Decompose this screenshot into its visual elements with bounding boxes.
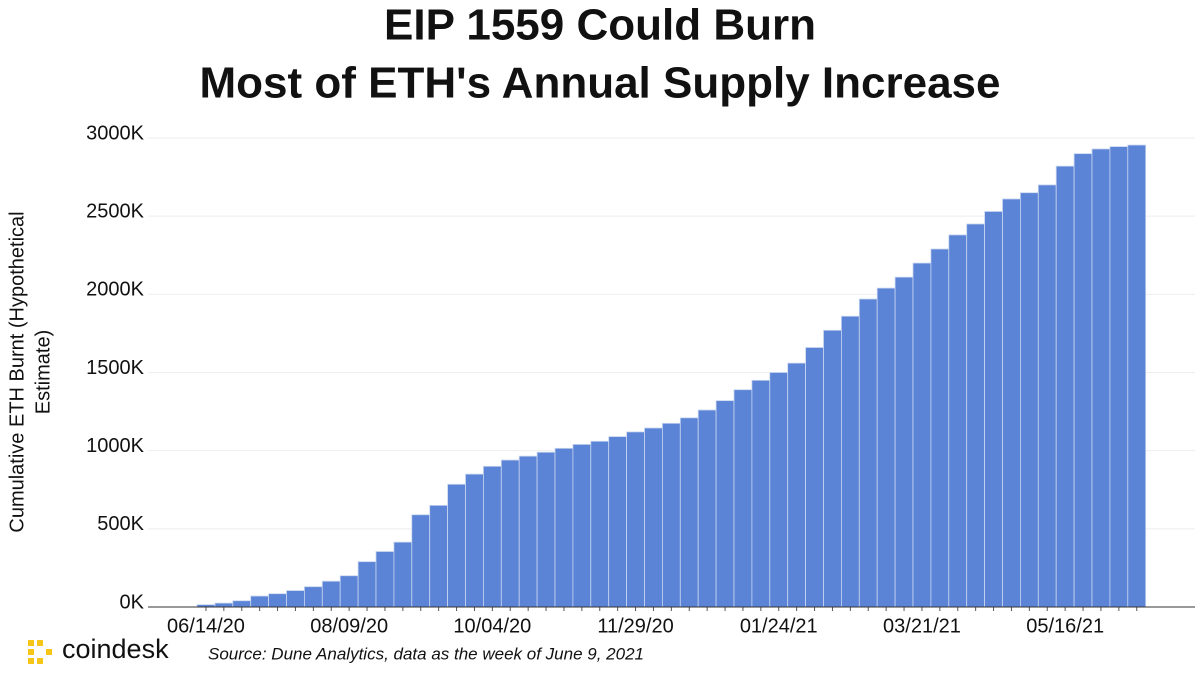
bar bbox=[1055, 165, 1075, 608]
logo-icon bbox=[28, 640, 52, 664]
bar bbox=[1037, 184, 1057, 608]
source-note: Source: Dune Analytics, data as the week… bbox=[208, 644, 644, 663]
bar bbox=[465, 473, 484, 608]
y-tick-label: 2500K bbox=[86, 200, 144, 222]
x-tick-label: 10/04/20 bbox=[453, 615, 531, 637]
bar bbox=[679, 417, 699, 608]
bar bbox=[930, 248, 950, 608]
y-tick-label: 0K bbox=[120, 591, 145, 613]
bar bbox=[357, 561, 377, 608]
bar bbox=[447, 483, 466, 608]
bar bbox=[303, 586, 323, 608]
bar bbox=[841, 315, 860, 608]
bar bbox=[286, 590, 305, 608]
y-tick-label: 2000K bbox=[86, 279, 144, 301]
bar bbox=[823, 329, 842, 608]
bar bbox=[1127, 144, 1147, 608]
bar bbox=[858, 298, 878, 608]
x-tick-label: 05/16/21 bbox=[1026, 615, 1104, 637]
chart-title: Most of ETH's Annual Supply Increase bbox=[200, 59, 1001, 108]
y-axis-label: Cumulative ETH Burnt (Hypothetical Estim… bbox=[6, 211, 54, 532]
bar bbox=[626, 431, 645, 608]
bar bbox=[912, 262, 932, 608]
x-tick-label: 06/14/20 bbox=[167, 615, 245, 637]
bar bbox=[1002, 198, 1021, 608]
y-tick-label: 3000K bbox=[86, 122, 144, 144]
bar bbox=[554, 447, 574, 608]
bar bbox=[966, 223, 986, 608]
y-tick-label: 500K bbox=[97, 513, 144, 535]
bar bbox=[769, 372, 789, 608]
bar bbox=[429, 504, 449, 608]
x-tick-label: 01/24/21 bbox=[740, 615, 818, 637]
bar bbox=[1020, 192, 1039, 608]
bar bbox=[1091, 148, 1111, 608]
bar bbox=[339, 575, 359, 608]
bar bbox=[411, 514, 431, 608]
y-tick-label: 1000K bbox=[86, 435, 144, 457]
x-tick-label: 08/09/20 bbox=[310, 615, 388, 637]
bar bbox=[536, 451, 556, 608]
bar bbox=[482, 465, 502, 608]
bar bbox=[787, 362, 807, 608]
bar bbox=[876, 287, 896, 608]
bar bbox=[232, 600, 252, 608]
bar bbox=[697, 409, 717, 608]
bar bbox=[500, 459, 520, 608]
bar bbox=[894, 276, 914, 608]
bar bbox=[268, 593, 287, 608]
chart-title: EIP 1559 Could Burn bbox=[384, 1, 816, 50]
bar bbox=[751, 379, 771, 608]
bar bbox=[662, 422, 681, 608]
y-axis-label-line: Estimate) bbox=[32, 330, 54, 414]
bar bbox=[518, 455, 538, 608]
bar bbox=[214, 602, 234, 608]
bar bbox=[948, 234, 968, 608]
bar bbox=[715, 400, 735, 608]
bar bbox=[984, 211, 1003, 608]
bar bbox=[1073, 153, 1093, 608]
x-tick-label: 11/29/20 bbox=[597, 615, 673, 637]
bar bbox=[250, 595, 269, 608]
y-axis-label-line: Cumulative ETH Burnt (Hypothetical bbox=[6, 211, 28, 532]
bar bbox=[375, 551, 395, 608]
bar bbox=[805, 347, 824, 608]
y-tick-label: 1500K bbox=[86, 357, 144, 379]
bar bbox=[572, 444, 592, 608]
bar bbox=[590, 440, 610, 608]
bar bbox=[733, 389, 753, 608]
x-tick-label: 03/21/21 bbox=[883, 615, 961, 637]
bar bbox=[1109, 146, 1129, 608]
bar bbox=[393, 541, 413, 608]
brand: coindesk bbox=[62, 634, 169, 664]
bar bbox=[608, 436, 628, 608]
bar bbox=[321, 580, 341, 608]
bar bbox=[644, 427, 663, 608]
